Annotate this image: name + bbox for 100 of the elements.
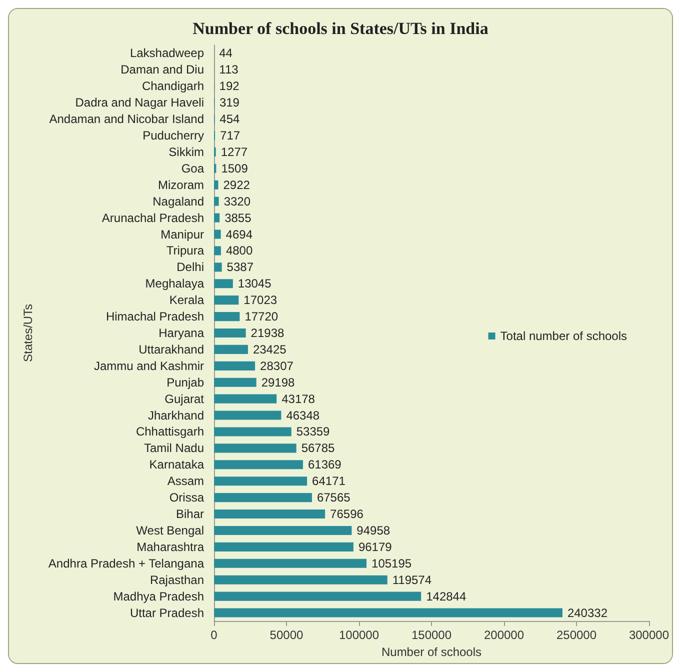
y-tick-label: Lakshadweep xyxy=(130,46,204,60)
data-label: 3320 xyxy=(224,194,251,208)
data-label: 44 xyxy=(219,46,233,60)
y-tick-label: Rajasthan xyxy=(150,572,204,587)
bar xyxy=(214,444,296,453)
y-tick-label: Uttar Pradesh xyxy=(130,606,204,620)
data-label: 454 xyxy=(220,112,240,126)
bar xyxy=(214,246,221,256)
bar xyxy=(214,213,220,222)
data-label: 5387 xyxy=(226,260,254,274)
y-tick-label: Maharashtra xyxy=(136,540,204,554)
legend-label: Total number of schools xyxy=(500,329,627,343)
x-tick-label: 150000 xyxy=(411,628,452,642)
x-tick-label: 50000 xyxy=(270,628,304,642)
y-tick-label: Uttarakhand xyxy=(138,342,204,356)
x-axis-title: Number of schools xyxy=(381,644,482,659)
y-tick-label: Kerala xyxy=(169,293,204,308)
y-tick-label: Punjab xyxy=(166,375,204,390)
data-label: 240332 xyxy=(567,606,608,620)
y-tick-label: Daman and Diu xyxy=(120,62,204,77)
bar xyxy=(214,196,219,206)
y-tick-label: Dadra and Nagar Haveli xyxy=(75,96,204,110)
x-tick-label: 250000 xyxy=(556,628,597,642)
data-label: 2922 xyxy=(223,178,250,192)
y-tick-label: Tripura xyxy=(166,244,204,258)
data-label: 56785 xyxy=(301,441,336,456)
data-label: 105195 xyxy=(372,556,412,570)
bar xyxy=(214,476,308,486)
data-label: 76596 xyxy=(330,507,364,522)
data-label: 17023 xyxy=(244,293,278,308)
y-axis-title: States/UTs xyxy=(21,304,35,362)
y-tick-label: Andaman and Nicobar Island xyxy=(49,112,204,126)
bar xyxy=(214,575,388,584)
y-tick-label: Andhra Pradesh + Telangana xyxy=(48,556,204,570)
bar xyxy=(214,592,422,601)
y-tick-label: Gujarat xyxy=(164,392,205,406)
data-label: 3855 xyxy=(224,210,252,225)
chart-title: Number of schools in States/UTs in India xyxy=(192,19,489,38)
data-label: 61369 xyxy=(308,458,342,472)
bar xyxy=(214,328,246,338)
bar xyxy=(214,526,352,536)
data-label: 23425 xyxy=(252,342,287,356)
data-label: 67565 xyxy=(316,490,351,505)
bar xyxy=(214,344,248,354)
bar xyxy=(214,542,354,552)
y-tick-label: West Bengal xyxy=(136,523,204,538)
data-label: 4800 xyxy=(226,244,253,258)
data-label: 29198 xyxy=(261,375,296,390)
data-label: 53359 xyxy=(296,424,330,439)
data-label: 192 xyxy=(219,79,240,94)
y-tick-label: Assam xyxy=(167,474,204,488)
y-tick-label: Tamil Nadu xyxy=(144,441,204,456)
data-label: 96179 xyxy=(358,540,392,554)
bar xyxy=(214,493,312,502)
data-label: 43178 xyxy=(282,392,316,406)
y-tick-label: Chhattisgarh xyxy=(136,424,204,439)
data-label: 1509 xyxy=(221,161,248,176)
x-tick-label: 200000 xyxy=(484,628,524,642)
y-tick-label: Orissa xyxy=(169,490,204,505)
bar xyxy=(214,378,256,387)
data-label: 4694 xyxy=(226,227,253,242)
data-label: 28307 xyxy=(260,358,294,373)
data-label: 119574 xyxy=(392,572,432,587)
y-tick-label: Jammu and Kashmir xyxy=(94,358,204,373)
bar xyxy=(214,558,367,568)
data-label: 113 xyxy=(219,62,239,77)
bar xyxy=(214,410,282,420)
y-tick-label: Chandigarh xyxy=(142,79,204,94)
bar xyxy=(214,460,303,470)
y-tick-label: Haryana xyxy=(158,326,204,340)
data-label: 21938 xyxy=(250,326,285,340)
data-label: 13045 xyxy=(238,276,272,291)
bar xyxy=(214,230,221,239)
bar xyxy=(214,180,218,190)
bar xyxy=(214,279,233,288)
y-tick-label: Mizoram xyxy=(158,178,204,192)
y-tick-label: Himachal Pradesh xyxy=(106,310,204,324)
data-label: 94958 xyxy=(356,523,390,538)
y-tick-label: Delhi xyxy=(176,260,204,274)
bar xyxy=(214,312,240,322)
bar xyxy=(214,427,292,436)
y-tick-label: Arunachal Pradesh xyxy=(102,210,204,225)
x-tick-label: 100000 xyxy=(338,628,380,642)
bar xyxy=(214,361,256,370)
y-tick-label: Puducherry xyxy=(142,128,204,143)
data-label: 46348 xyxy=(286,408,320,422)
data-label: 142844 xyxy=(426,589,466,604)
bar xyxy=(214,296,239,305)
y-tick-label: Bihar xyxy=(176,507,204,522)
x-tick-label: 0 xyxy=(210,628,218,642)
data-label: 319 xyxy=(219,96,240,110)
data-label: 717 xyxy=(220,128,240,143)
y-tick-label: Sikkim xyxy=(168,144,204,159)
y-tick-label: Meghalaya xyxy=(145,276,204,291)
y-tick-label: Nagaland xyxy=(152,194,204,208)
data-label: 17720 xyxy=(244,310,278,324)
y-tick-label: Madhya Pradesh xyxy=(113,589,204,604)
bar xyxy=(214,510,326,519)
x-tick-label: 300000 xyxy=(628,628,670,642)
data-label: 64171 xyxy=(312,474,346,488)
